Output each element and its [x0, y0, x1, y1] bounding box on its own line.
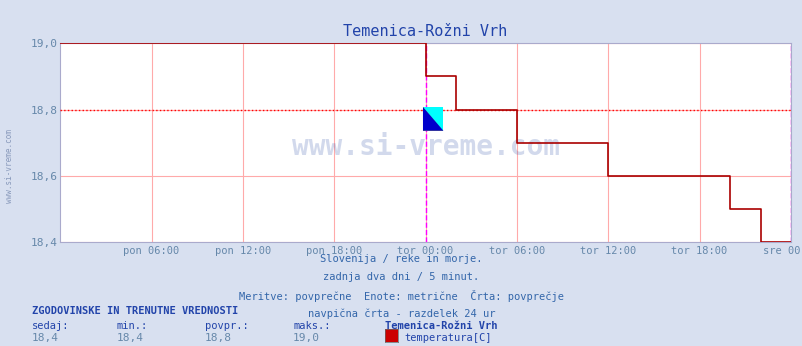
Text: sedaj:: sedaj: [32, 321, 70, 331]
Text: Meritve: povprečne  Enote: metrične  Črta: povprečje: Meritve: povprečne Enote: metrične Črta:… [239, 290, 563, 302]
Text: min.:: min.: [116, 321, 148, 331]
Text: Slovenija / reke in morje.: Slovenija / reke in morje. [320, 254, 482, 264]
FancyBboxPatch shape [423, 107, 443, 131]
Text: www.si-vreme.com: www.si-vreme.com [5, 129, 14, 203]
Text: temperatura[C]: temperatura[C] [403, 333, 491, 343]
Text: 19,0: 19,0 [293, 333, 320, 343]
Text: Temenica-Rožni Vrh: Temenica-Rožni Vrh [385, 321, 497, 331]
Text: povpr.:: povpr.: [205, 321, 248, 331]
Title: Temenica-Rožni Vrh: Temenica-Rožni Vrh [343, 24, 507, 39]
Polygon shape [423, 107, 443, 131]
Text: navpična črta - razdelek 24 ur: navpična črta - razdelek 24 ur [307, 308, 495, 319]
Text: 18,4: 18,4 [116, 333, 144, 343]
Text: 18,4: 18,4 [32, 333, 59, 343]
Text: 18,8: 18,8 [205, 333, 232, 343]
Text: maks.:: maks.: [293, 321, 330, 331]
Text: ZGODOVINSKE IN TRENUTNE VREDNOSTI: ZGODOVINSKE IN TRENUTNE VREDNOSTI [32, 306, 238, 316]
Polygon shape [423, 107, 443, 131]
Text: www.si-vreme.com: www.si-vreme.com [291, 133, 559, 161]
Text: zadnja dva dni / 5 minut.: zadnja dva dni / 5 minut. [323, 272, 479, 282]
